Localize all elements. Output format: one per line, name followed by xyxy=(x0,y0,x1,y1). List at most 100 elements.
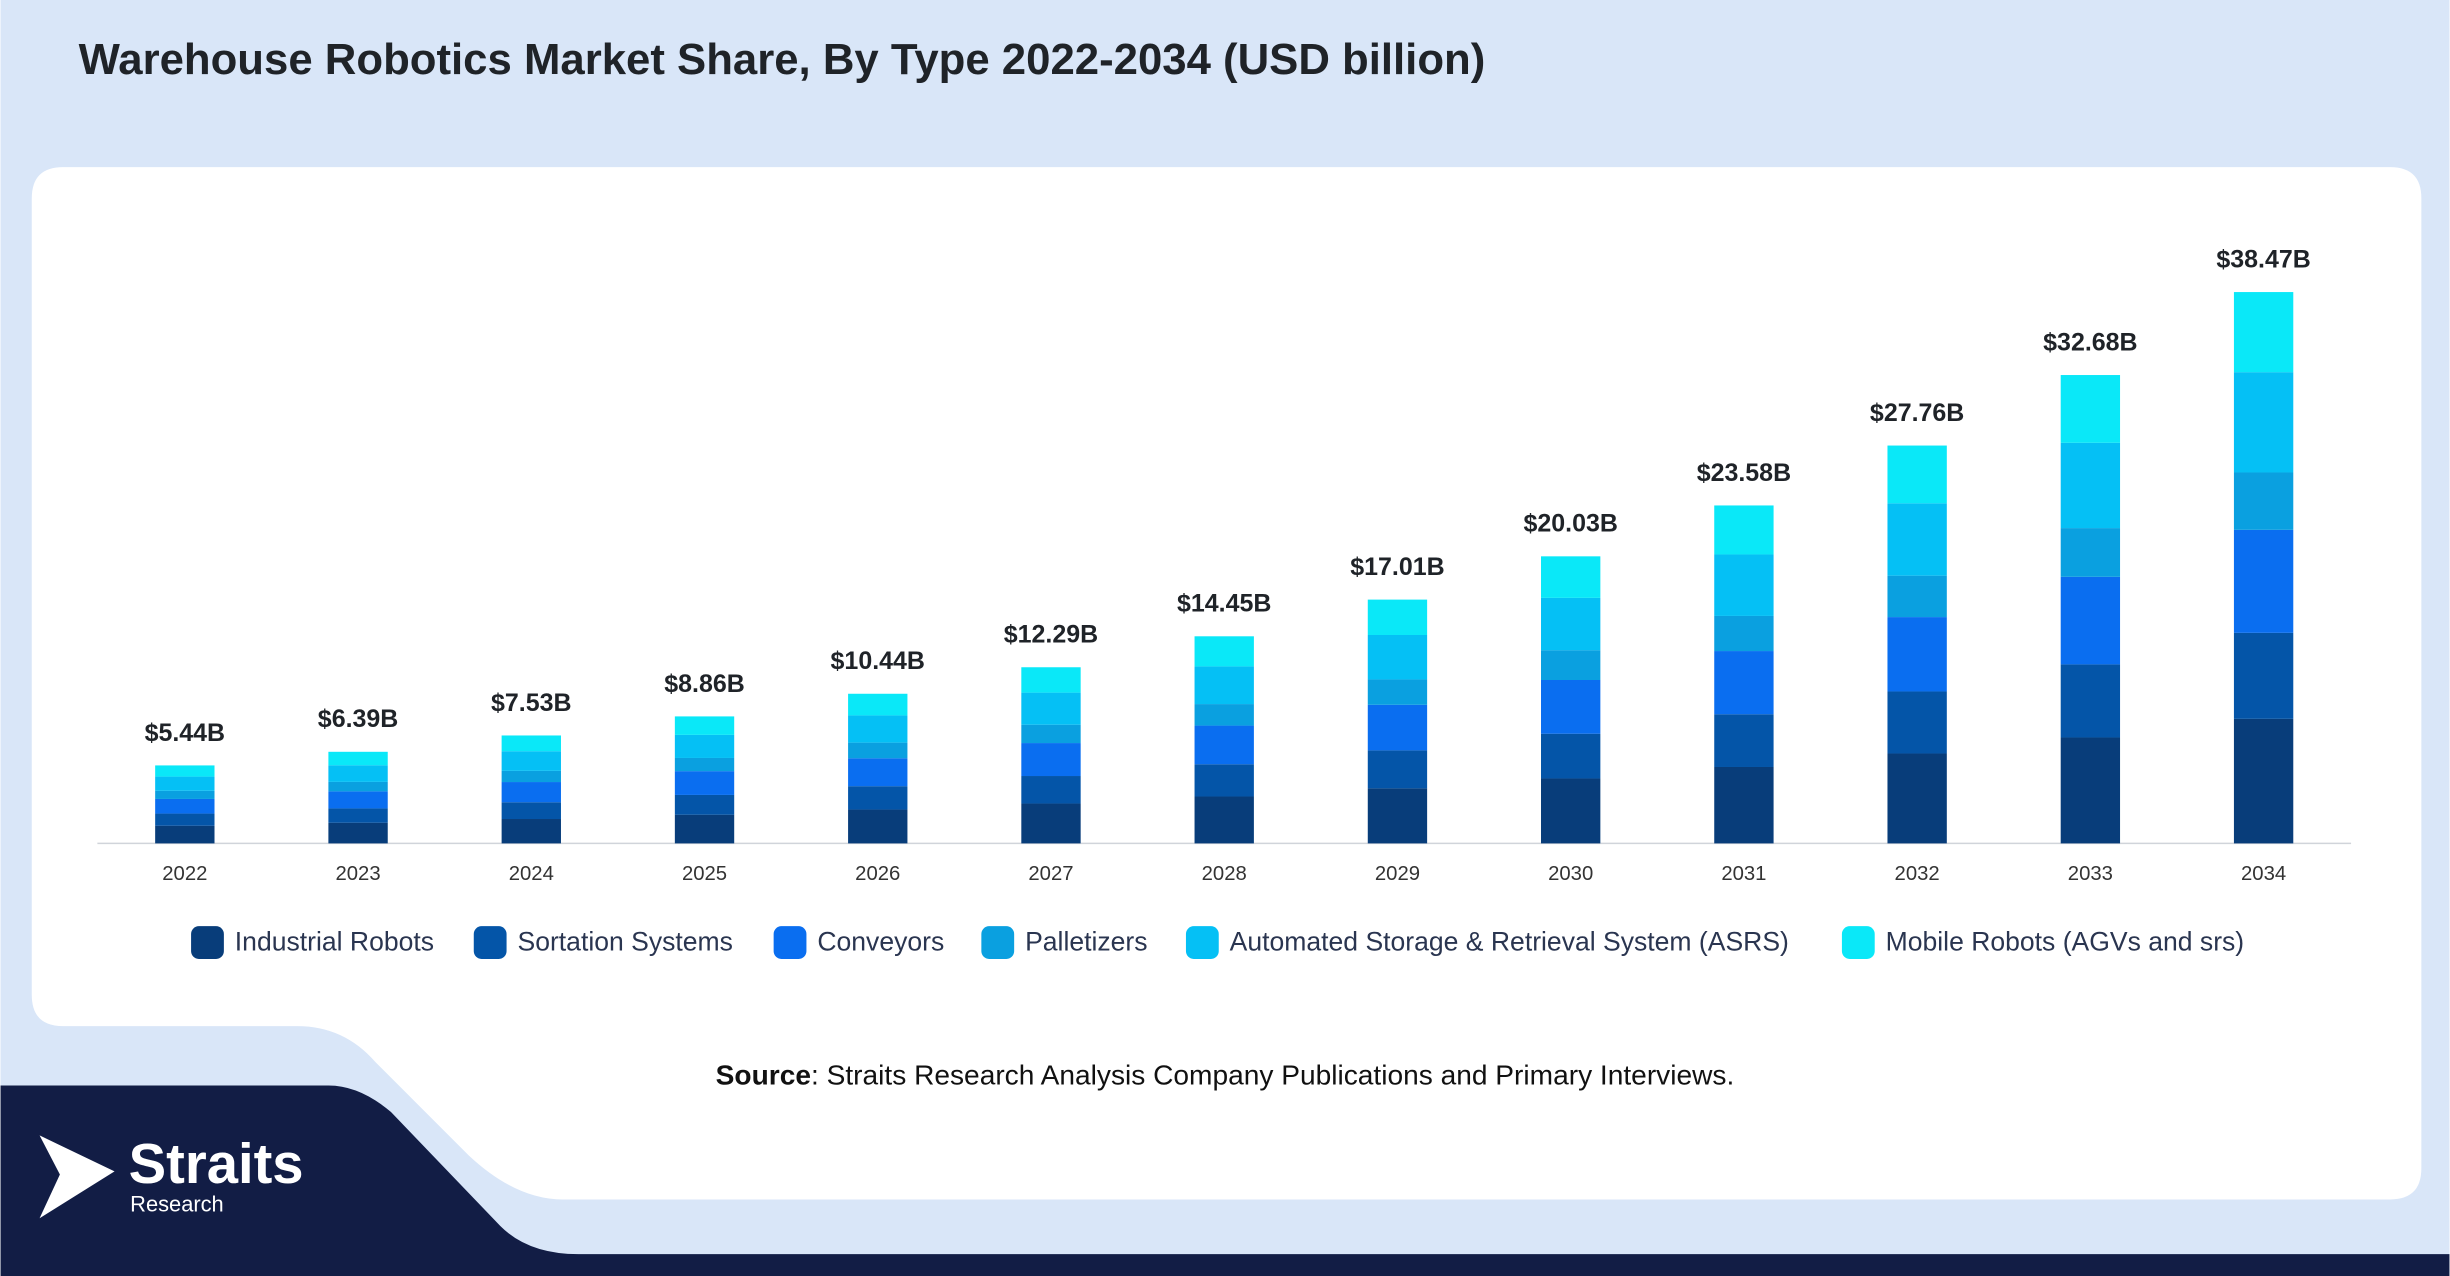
bar-segment xyxy=(1714,766,1774,844)
bar-segment xyxy=(2060,375,2121,443)
x-tick-label: 2024 xyxy=(509,863,554,885)
bar-segment xyxy=(155,776,215,791)
source-label: Source xyxy=(716,1060,811,1091)
bar-segment xyxy=(1194,764,1254,797)
bar-segment xyxy=(155,798,215,814)
bar-segment xyxy=(848,758,908,787)
total-label: $14.45B xyxy=(1177,590,1271,618)
total-label: $6.39B xyxy=(318,705,399,733)
legend-swatch xyxy=(981,926,1015,959)
bar-segment xyxy=(848,809,908,844)
x-tick-label: 2032 xyxy=(1895,863,1940,885)
bar-segment xyxy=(1887,445,1947,504)
bar-segment xyxy=(674,734,735,758)
bar-segment xyxy=(1887,575,1947,618)
footer-band xyxy=(0,1085,2450,1276)
bar-segment xyxy=(1367,679,1428,705)
x-tick-label: 2028 xyxy=(1202,863,1247,885)
x-tick-label: 2022 xyxy=(162,863,207,885)
bar-segment xyxy=(674,794,735,815)
bar-segment xyxy=(674,771,735,795)
bar-segment xyxy=(1541,733,1601,779)
total-label: $23.58B xyxy=(1697,459,1791,487)
legend-label: Conveyors xyxy=(817,926,944,956)
x-tick-label: 2023 xyxy=(335,863,380,885)
bar-segment xyxy=(2060,442,2121,529)
legend-label: Automated Storage & Retrieval System (AS… xyxy=(1230,926,1789,956)
bar-segment xyxy=(674,757,735,772)
bar-segment xyxy=(1367,599,1428,636)
bar-segment xyxy=(1887,503,1947,576)
bar-segment xyxy=(2233,372,2294,473)
bar-segment xyxy=(501,802,561,820)
bar-segment xyxy=(501,782,561,803)
bar-segment xyxy=(2233,529,2294,633)
bar-segment xyxy=(328,791,388,809)
bar-segment xyxy=(501,735,561,752)
bar-segment xyxy=(1194,796,1254,844)
bar-segment xyxy=(1714,505,1774,555)
legend-swatch xyxy=(191,926,224,959)
bar-segment xyxy=(155,813,215,826)
bar-segment xyxy=(1021,776,1081,804)
bar-segment xyxy=(1541,650,1601,681)
bar-segment xyxy=(1194,725,1254,765)
bar-segment xyxy=(1714,714,1774,767)
bar-segment xyxy=(328,822,388,844)
x-tick-label: 2029 xyxy=(1375,863,1420,885)
bar-segment xyxy=(155,765,215,777)
x-tick-label: 2030 xyxy=(1548,863,1593,885)
bar-segment xyxy=(1541,680,1601,734)
x-tick-label: 2025 xyxy=(682,863,727,885)
bar-segment xyxy=(674,814,735,844)
bar-segment xyxy=(1541,556,1601,598)
bar-segment xyxy=(2060,528,2121,577)
bar-segment xyxy=(155,790,215,799)
source: Source: Straits Research Analysis Compan… xyxy=(716,1060,1735,1091)
bar-segment xyxy=(1021,803,1081,844)
legend-label: Palletizers xyxy=(1025,926,1147,956)
chart-title: Warehouse Robotics Market Share, By Type… xyxy=(79,35,1486,84)
bar-segment xyxy=(1367,750,1428,789)
total-label: $17.01B xyxy=(1350,553,1444,581)
total-label: $38.47B xyxy=(2216,245,2310,273)
x-tick-label: 2027 xyxy=(1028,863,1073,885)
bar-segment xyxy=(1021,743,1081,777)
total-label: $32.68B xyxy=(2043,328,2137,356)
bar-segment xyxy=(1194,666,1254,705)
x-tick-label: 2033 xyxy=(2068,863,2113,885)
bar-segment xyxy=(1367,704,1428,751)
bar-segment xyxy=(2233,292,2294,373)
bar-segment xyxy=(501,770,561,783)
bar-segment xyxy=(1367,788,1428,844)
legend-swatch xyxy=(473,926,507,959)
bar-segment xyxy=(674,716,735,735)
x-tick-label: 2034 xyxy=(2241,863,2286,885)
bar-segment xyxy=(1714,554,1774,616)
bar-segment xyxy=(848,715,908,743)
logo-sub: Research xyxy=(130,1191,224,1216)
bar-segment xyxy=(1887,617,1947,692)
bar-segment xyxy=(2060,737,2121,844)
bar-segment xyxy=(328,781,388,792)
logo-name: Straits xyxy=(129,1132,304,1195)
bar-segment xyxy=(328,765,388,782)
bar-segment xyxy=(1021,667,1081,693)
source-text: : Straits Research Analysis Company Publ… xyxy=(811,1060,1734,1091)
bar-segment xyxy=(1541,597,1601,651)
total-label: $8.86B xyxy=(664,670,745,698)
legend-swatch xyxy=(1841,926,1875,959)
legend-label: Mobile Robots (AGVs and srs) xyxy=(1886,926,2245,956)
x-tick-label: 2026 xyxy=(855,863,900,885)
bar-segment xyxy=(328,808,388,823)
bar-segment xyxy=(2060,664,2121,738)
bar-segment xyxy=(2233,718,2294,844)
bar-segment xyxy=(501,819,561,844)
bar-segment xyxy=(1887,753,1947,844)
bar-segment xyxy=(2233,632,2294,719)
legend-label: Industrial Robots xyxy=(235,926,434,956)
bar-segment xyxy=(1194,704,1254,726)
legend-swatch xyxy=(1185,926,1219,959)
bar-segment xyxy=(1021,724,1081,744)
